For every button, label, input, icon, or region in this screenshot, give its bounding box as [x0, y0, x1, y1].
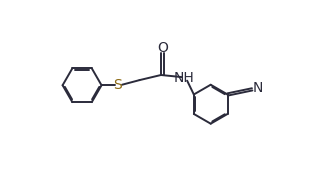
Text: S: S — [114, 78, 122, 92]
Text: NH: NH — [174, 70, 194, 85]
Text: N: N — [253, 81, 264, 95]
Text: O: O — [157, 41, 168, 55]
